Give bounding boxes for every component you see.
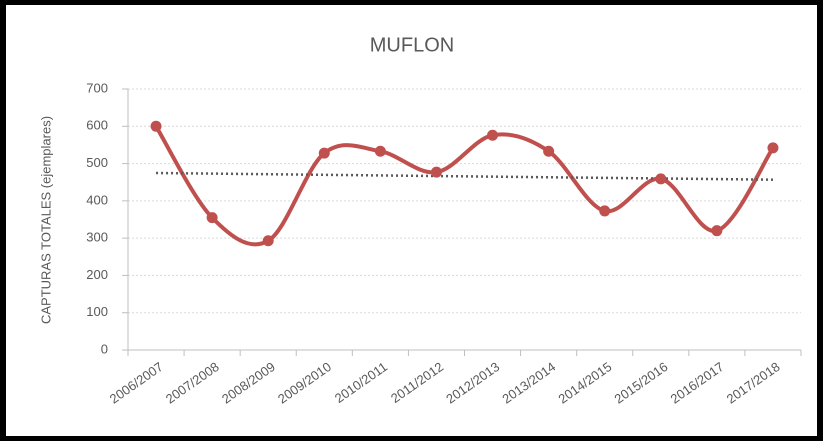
point xyxy=(206,212,218,224)
y-tick-label: 0 xyxy=(101,341,108,356)
point xyxy=(655,173,667,185)
point xyxy=(767,142,779,154)
y-tick-label: 600 xyxy=(86,118,108,133)
point xyxy=(318,147,330,159)
point xyxy=(543,145,555,157)
y-tick-label: 500 xyxy=(86,155,108,170)
y-tick-label: 700 xyxy=(86,80,108,95)
y-tick-label: 300 xyxy=(86,230,108,245)
point xyxy=(150,120,162,132)
point xyxy=(374,145,386,157)
point xyxy=(599,205,611,217)
y-tick-label: 100 xyxy=(86,304,108,319)
y-tick-label: 400 xyxy=(86,192,108,207)
line xyxy=(154,125,775,247)
y-axis-label: CAPTURAS TOTALES (ejemplares) xyxy=(38,116,53,324)
point xyxy=(711,225,723,237)
point xyxy=(262,235,274,247)
point xyxy=(487,129,499,141)
y-tick-label: 200 xyxy=(86,267,108,282)
point xyxy=(430,166,442,178)
chart-background xyxy=(6,5,817,436)
chart-title: MUFLON xyxy=(370,34,454,56)
